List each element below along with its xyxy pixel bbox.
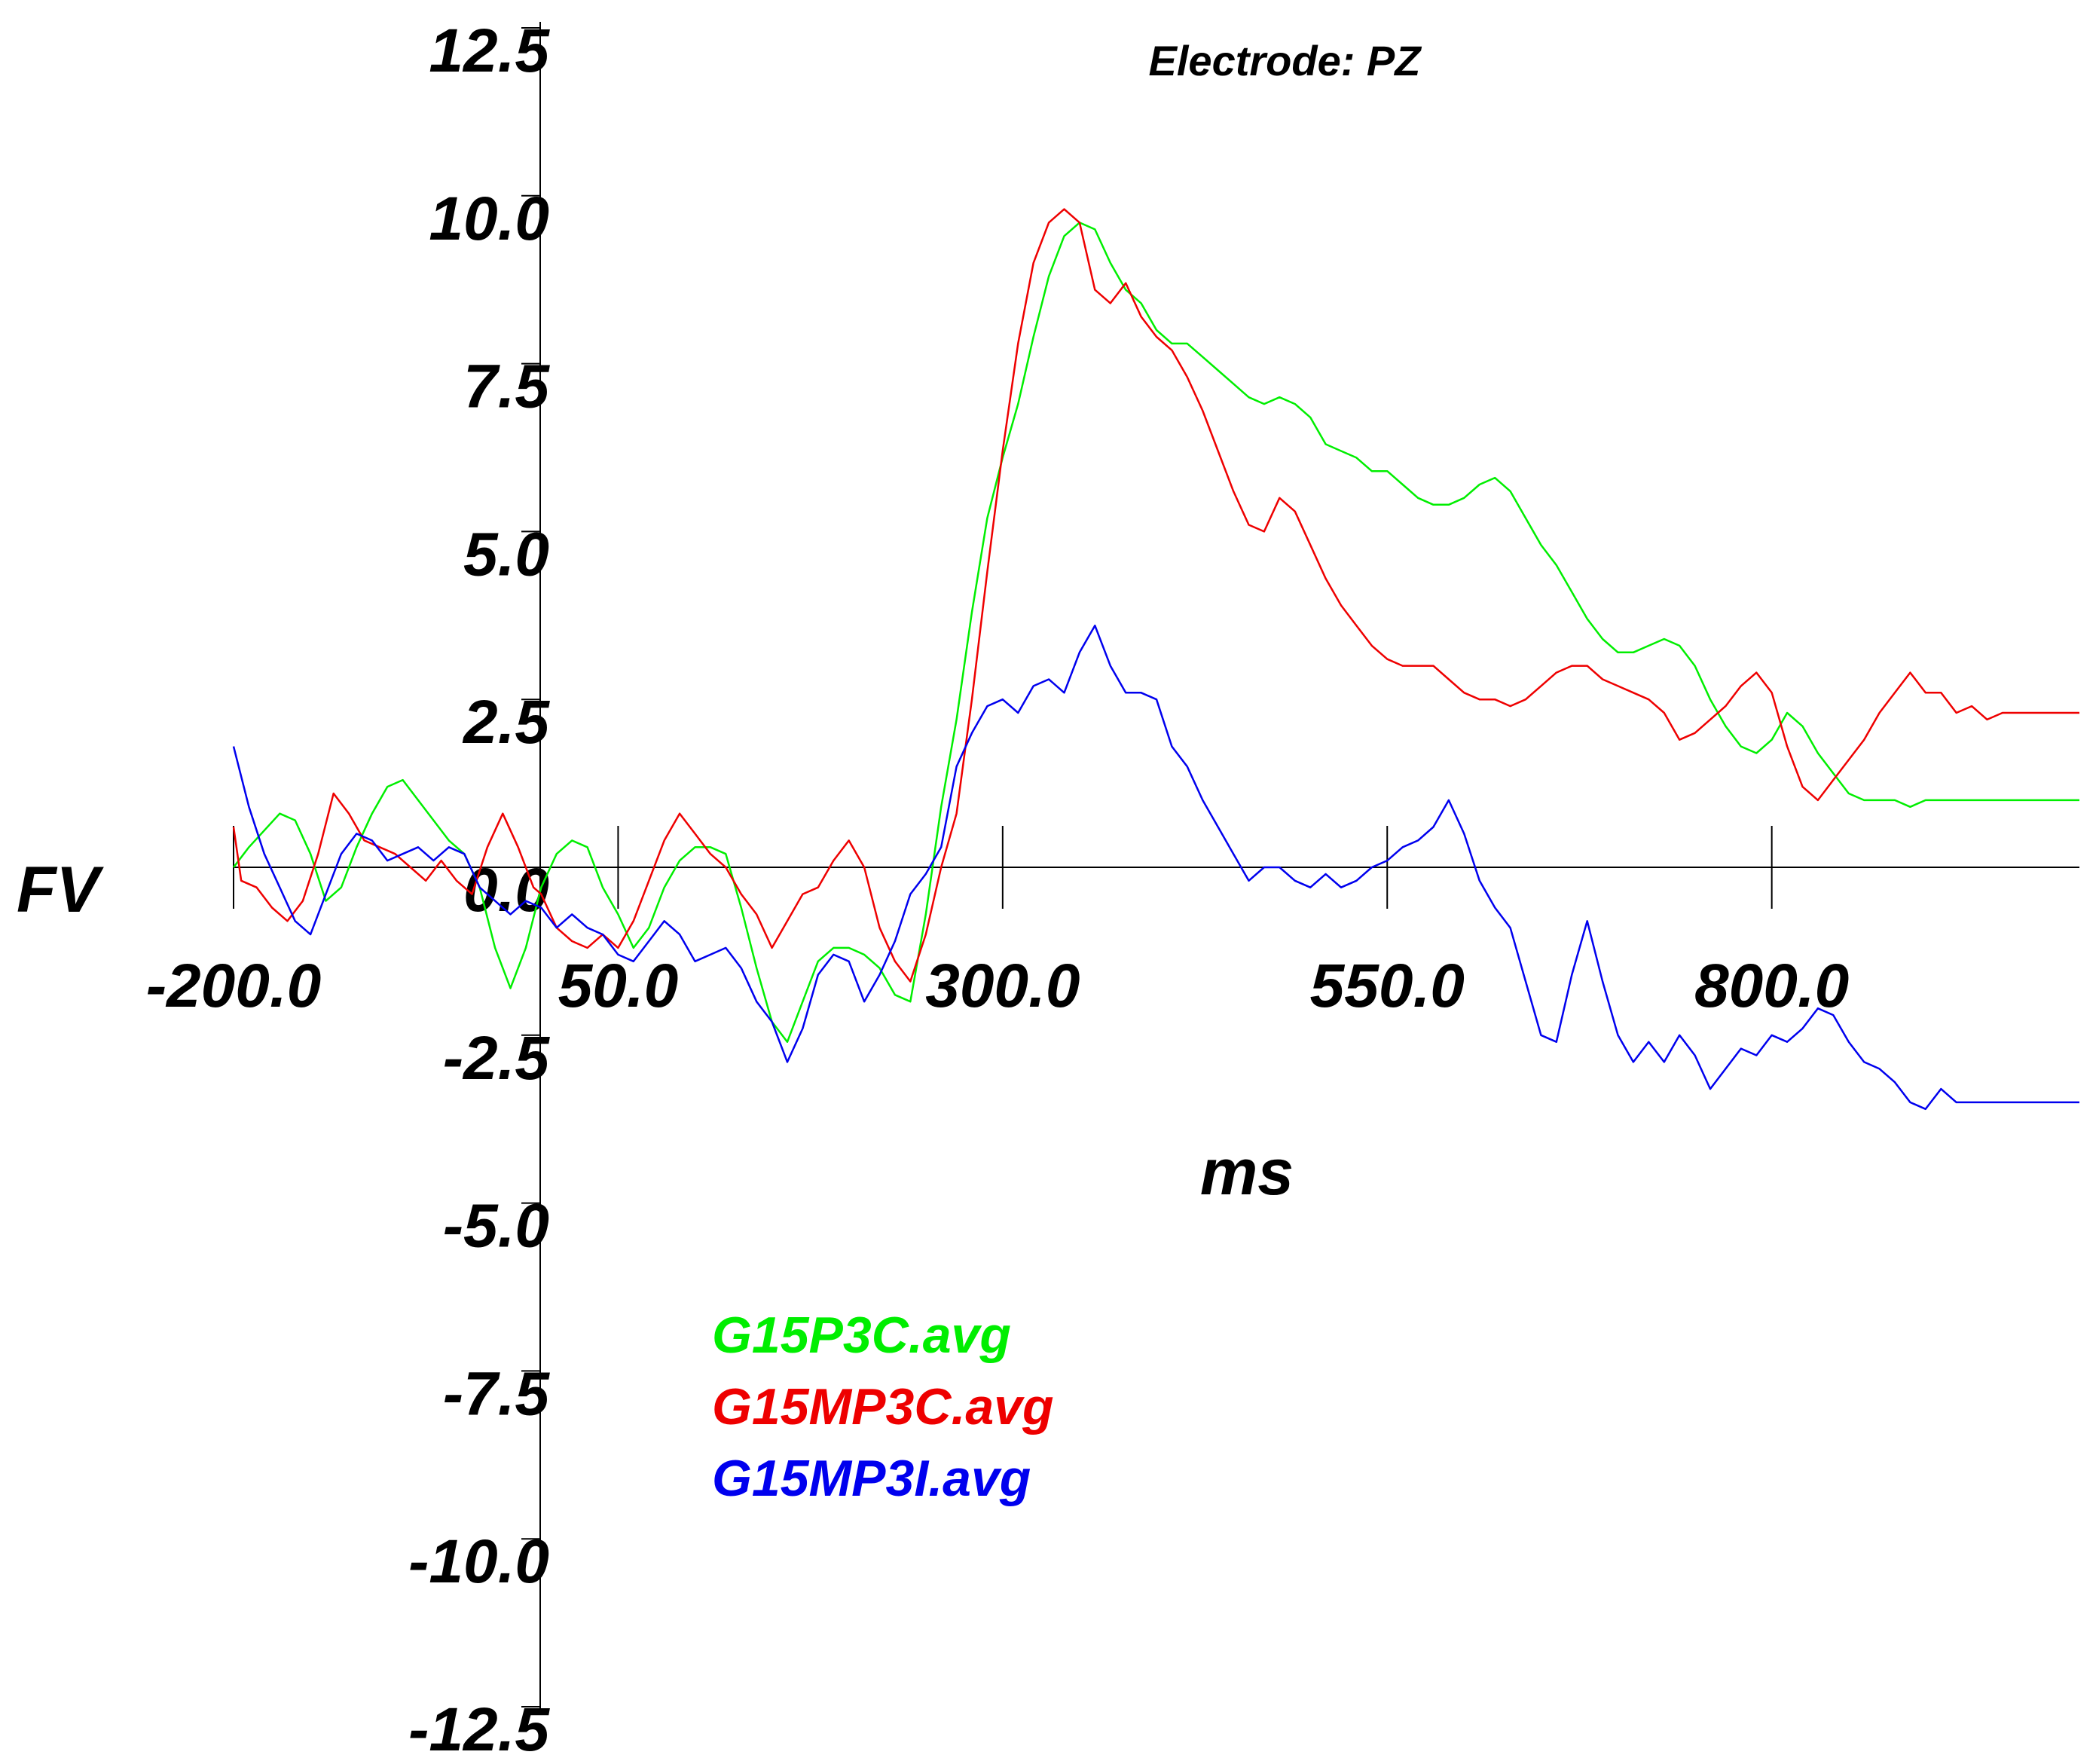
- y-tick-label: 2.5: [462, 688, 550, 757]
- y-tick-label: 7.5: [463, 353, 550, 421]
- legend-entry-green: G15P3C.avg: [712, 1307, 1011, 1364]
- y-tick-label: -7.5: [443, 1359, 551, 1428]
- y-tick-label: 12.5: [429, 17, 550, 85]
- y-ticks: 12.510.07.55.02.50.0-2.5-5.0-7.5-10.0-12…: [408, 17, 550, 1764]
- y-tick-label: -2.5: [443, 1024, 551, 1093]
- y-tick-label: 10.0: [429, 185, 549, 253]
- x-tick-label: 800.0: [1694, 952, 1849, 1020]
- y-tick-label: -10.0: [408, 1527, 549, 1596]
- x-tick-label: 50.0: [558, 952, 679, 1020]
- x-tick-label: -200.0: [146, 952, 322, 1020]
- x-axis-title: ms: [1200, 1136, 1294, 1209]
- x-tick-label: 550.0: [1310, 952, 1465, 1020]
- series-line-2: [232, 624, 2079, 1111]
- y-axis-title: FV: [17, 854, 105, 926]
- chart-title: Electrode: PZ: [1149, 37, 1422, 84]
- x-ticks: -200.0 50.0 300.0 550.0 800.0: [146, 826, 1849, 1020]
- series-line-0: [233, 222, 2079, 1043]
- y-tick-label: -12.5: [408, 1695, 550, 1764]
- legend-entry-blue: G15MP3I.avg: [712, 1450, 1031, 1507]
- y-tick-label: -5.0: [443, 1192, 549, 1261]
- series-lines: [232, 208, 2079, 1111]
- series-line-1: [232, 208, 2079, 983]
- x-tick-label: 300.0: [925, 952, 1080, 1020]
- y-tick-label: 5.0: [463, 520, 549, 589]
- legend-entry-red: G15MP3C.avg: [712, 1378, 1054, 1435]
- legend: G15P3C.avg G15MP3C.avg G15MP3I.avg: [712, 1307, 1054, 1507]
